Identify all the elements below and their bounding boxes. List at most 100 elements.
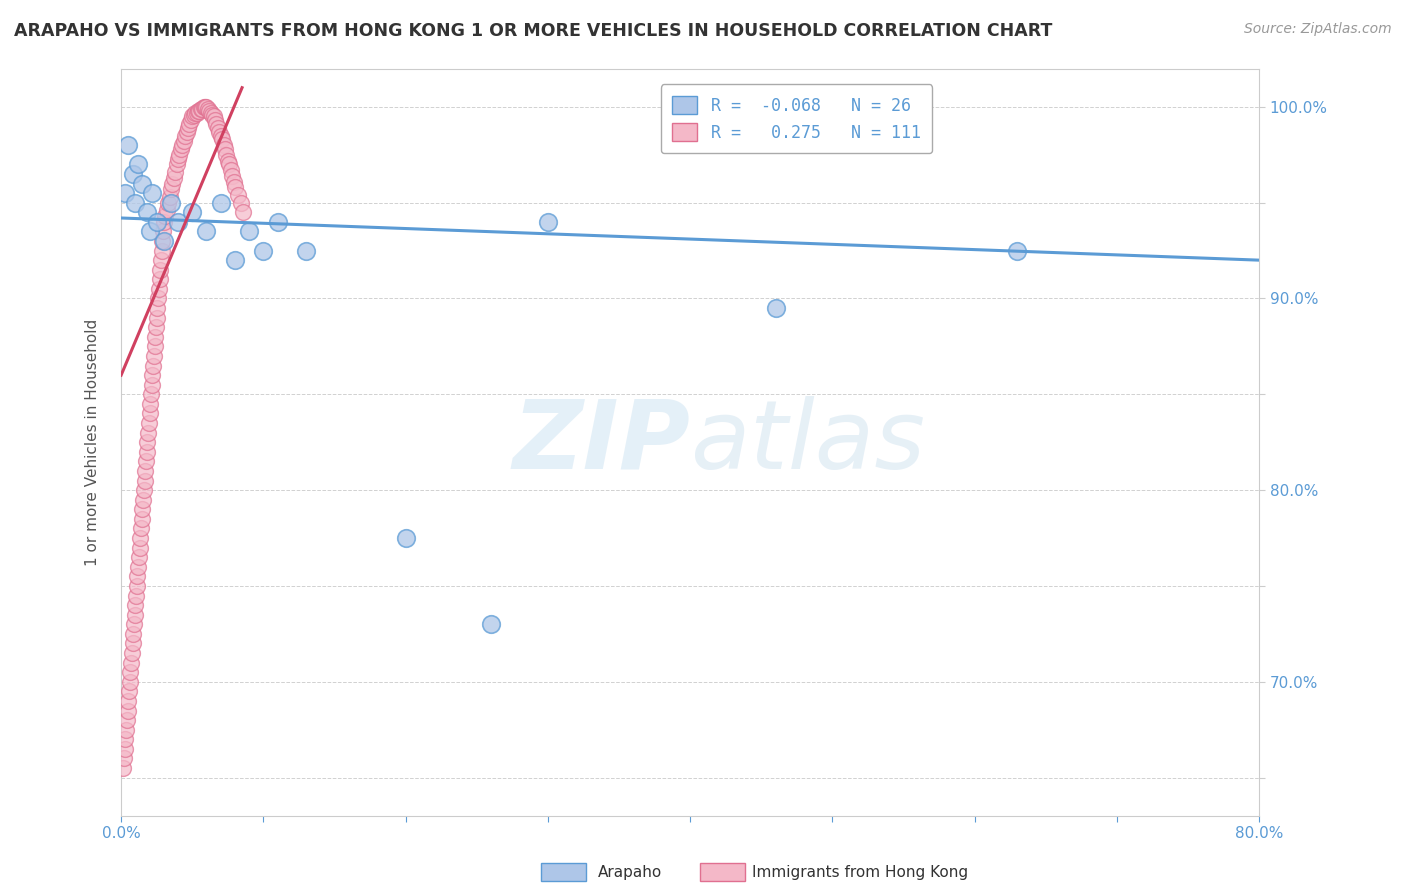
Point (221, 169, 243, 183)
Point (190, 102, 212, 116)
Point (145, 320, 167, 334)
Point (181, 205, 204, 219)
Point (115, 723, 138, 737)
Point (238, 224, 260, 238)
Point (153, 234, 176, 248)
Point (114, 732, 136, 747)
Point (159, 190, 181, 204)
Point (204, 113, 226, 128)
Point (218, 157, 240, 171)
Point (146, 301, 169, 315)
Point (167, 152, 190, 166)
Point (150, 244, 173, 258)
Point (194, 100, 217, 114)
Point (224, 253, 246, 268)
Point (138, 407, 160, 421)
Point (174, 128, 197, 143)
Point (226, 188, 249, 202)
Point (134, 474, 156, 488)
Point (135, 454, 157, 468)
Point (127, 559, 149, 574)
Point (134, 464, 156, 478)
Point (149, 262, 172, 277)
Point (114, 186, 136, 200)
Point (205, 117, 228, 131)
Text: atlas: atlas (690, 396, 925, 489)
Point (124, 195, 146, 210)
Point (188, 103, 211, 118)
Point (143, 330, 166, 344)
Point (193, 100, 215, 114)
Point (395, 531, 418, 545)
Point (266, 215, 288, 229)
Point (537, 215, 560, 229)
Point (198, 103, 221, 118)
Point (128, 550, 150, 565)
Point (173, 134, 195, 148)
Point (139, 387, 162, 401)
Point (132, 483, 155, 497)
Point (141, 368, 163, 383)
Point (120, 656, 142, 670)
Point (224, 180, 246, 194)
Point (166, 157, 188, 171)
Point (121, 646, 143, 660)
Point (131, 512, 153, 526)
Point (219, 163, 242, 178)
Point (148, 272, 170, 286)
Point (115, 713, 138, 727)
Point (153, 215, 176, 229)
Point (131, 502, 153, 516)
Legend: R =  -0.068   N = 26, R =   0.275   N = 111: R = -0.068 N = 26, R = 0.275 N = 111 (661, 85, 932, 153)
Point (136, 435, 159, 450)
Point (479, 617, 502, 632)
Point (136, 425, 159, 440)
Point (187, 103, 209, 118)
Point (252, 244, 274, 258)
Point (128, 541, 150, 555)
Point (765, 301, 787, 315)
Point (183, 107, 205, 121)
Point (145, 215, 167, 229)
Point (208, 125, 231, 139)
Point (156, 203, 179, 218)
Point (157, 195, 180, 210)
Point (197, 102, 219, 116)
Point (143, 339, 166, 353)
Point (232, 205, 254, 219)
Point (125, 589, 148, 603)
Point (214, 142, 236, 156)
Text: ZIP: ZIP (512, 396, 690, 489)
Point (124, 598, 146, 612)
Point (200, 105, 222, 120)
Point (129, 521, 152, 535)
Point (172, 138, 194, 153)
Point (162, 177, 184, 191)
Point (195, 100, 218, 114)
Text: Arapaho: Arapaho (598, 865, 662, 880)
Point (180, 113, 202, 128)
Point (138, 416, 160, 430)
Point (184, 105, 207, 120)
Point (191, 102, 214, 116)
Point (217, 153, 239, 168)
Point (142, 359, 165, 373)
Point (212, 138, 235, 153)
Point (127, 569, 149, 583)
Text: ARAPAHO VS IMMIGRANTS FROM HONG KONG 1 OR MORE VEHICLES IN HOUSEHOLD CORRELATION: ARAPAHO VS IMMIGRANTS FROM HONG KONG 1 O… (14, 22, 1053, 40)
Point (155, 209, 177, 223)
Point (148, 282, 170, 296)
Point (167, 215, 190, 229)
Point (186, 105, 208, 120)
Point (117, 694, 139, 708)
Point (211, 132, 233, 146)
Point (142, 349, 165, 363)
Point (132, 492, 155, 507)
Point (145, 310, 167, 325)
Point (181, 110, 204, 124)
Text: Immigrants from Hong Kong: Immigrants from Hong Kong (752, 865, 969, 880)
Point (177, 120, 200, 135)
Text: Source: ZipAtlas.com: Source: ZipAtlas.com (1244, 22, 1392, 37)
Point (121, 636, 143, 650)
Point (160, 182, 183, 196)
